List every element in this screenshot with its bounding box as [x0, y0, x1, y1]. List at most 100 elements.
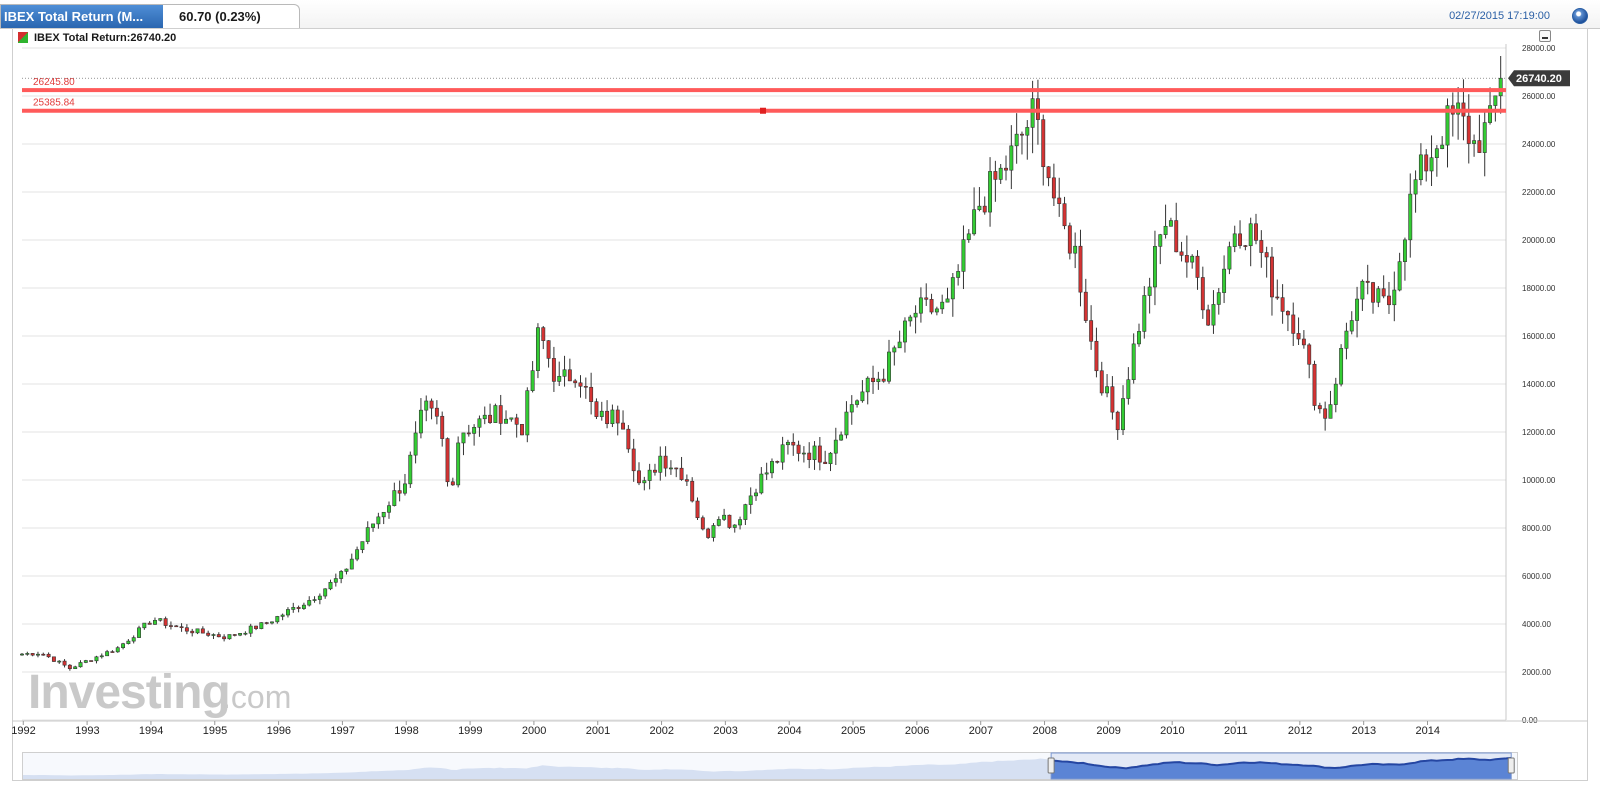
y-tick-label: 8000.00: [1522, 524, 1551, 533]
candle-body: [881, 378, 886, 382]
candle-body: [924, 297, 929, 300]
y-tick-label: 20000.00: [1522, 236, 1556, 245]
y-tick-label: 26000.00: [1522, 92, 1556, 101]
y-tick-label: 6000.00: [1522, 572, 1551, 581]
candle-body: [961, 239, 966, 272]
candle-body: [839, 434, 844, 441]
candle-body: [1456, 102, 1461, 115]
candle-body: [1264, 252, 1269, 258]
candle-body: [163, 618, 168, 626]
candle-body: [722, 514, 727, 520]
candle-body: [30, 653, 35, 656]
candle-body: [142, 622, 147, 629]
candle-body: [1402, 239, 1407, 262]
candle-body: [1376, 288, 1381, 303]
candle-body: [668, 467, 673, 470]
candle-body: [1099, 370, 1104, 394]
candle-body: [51, 656, 56, 662]
candle-body: [647, 469, 652, 481]
candle-body: [658, 455, 663, 473]
candle-body: [775, 461, 780, 463]
candle-body: [1121, 398, 1125, 431]
minimize-icon[interactable]: [1539, 30, 1551, 42]
candle-body: [1328, 404, 1333, 419]
candle-body: [248, 625, 253, 634]
candle-body: [328, 581, 333, 590]
candle-body: [1285, 311, 1290, 316]
candle-body: [408, 454, 413, 485]
candle-body: [674, 467, 679, 470]
candle-body: [397, 490, 402, 494]
last-price-badge: [1508, 70, 1570, 87]
instrument-name[interactable]: IBEX Total Return (M...: [1, 5, 163, 28]
candle-body: [700, 517, 705, 530]
candle-body: [807, 452, 812, 460]
candle-body: [105, 651, 110, 657]
candle-body: [461, 432, 466, 444]
candle-body: [573, 380, 578, 384]
candle-body: [67, 664, 72, 670]
candle-body: [376, 516, 381, 525]
candle-body: [615, 409, 620, 424]
candle-body: [472, 427, 477, 434]
candle-body: [115, 647, 120, 653]
candle-body: [929, 299, 934, 313]
candle-body: [275, 616, 280, 623]
candle-body: [1429, 157, 1434, 172]
navigator-handle[interactable]: [1047, 757, 1055, 774]
navigator-handle[interactable]: [1507, 757, 1515, 774]
candle-body: [642, 480, 647, 484]
candle-body: [583, 385, 588, 388]
datetime-stamp: 02/27/2015 17:19:00: [1449, 10, 1550, 22]
candle-body: [445, 438, 450, 483]
candle-body: [238, 633, 243, 636]
candle-body: [200, 628, 205, 634]
candle-body: [520, 424, 524, 436]
candle-body: [1238, 233, 1242, 246]
candle-body: [716, 519, 721, 526]
x-tick-label: 2005: [841, 725, 865, 737]
candle-body: [663, 455, 668, 469]
candle-body: [1482, 122, 1487, 153]
price-change: 60.70 (0.23%): [179, 9, 261, 24]
candle-body: [307, 600, 312, 606]
investing-logo-suffix: .com: [222, 679, 291, 715]
candle-body: [46, 653, 51, 658]
candle-body: [1206, 309, 1211, 326]
investing-logo: Investing: [28, 666, 230, 719]
candle-body: [1392, 289, 1397, 306]
candle-body: [860, 391, 865, 402]
candle-body: [158, 618, 163, 621]
candle-body: [770, 461, 774, 474]
candle-body: [1243, 245, 1248, 247]
candle-body: [1488, 105, 1492, 123]
candle-body: [403, 483, 407, 494]
y-tick-label: 4000.00: [1522, 620, 1551, 629]
candle-body: [1131, 343, 1136, 381]
navigator-window-line: [1051, 756, 1512, 770]
candle-body: [982, 205, 987, 213]
candle-body: [509, 417, 514, 420]
candle-body: [1216, 292, 1221, 305]
candle-body: [456, 442, 461, 486]
candle-body: [174, 625, 179, 628]
candle-body: [1105, 386, 1110, 394]
candle-body: [695, 500, 700, 519]
y-tick-label: 28000.00: [1522, 44, 1556, 53]
candle-body: [1323, 408, 1328, 419]
candle-body: [785, 441, 790, 446]
instrument-tab[interactable]: IBEX Total Return (M... 60.70 (0.23%): [0, 4, 300, 28]
x-tick-label: 2006: [905, 725, 929, 737]
candle-body: [812, 445, 817, 460]
x-tick-label: 2009: [1096, 725, 1120, 737]
candle-body: [1397, 261, 1402, 291]
candle-body: [147, 622, 152, 625]
candle-body: [1291, 314, 1296, 334]
candle-body: [945, 298, 950, 303]
candle-body: [849, 404, 854, 413]
candle-body: [977, 205, 982, 210]
candle-body: [216, 634, 221, 638]
candle-body: [110, 651, 115, 653]
globe-icon[interactable]: [1572, 8, 1588, 24]
